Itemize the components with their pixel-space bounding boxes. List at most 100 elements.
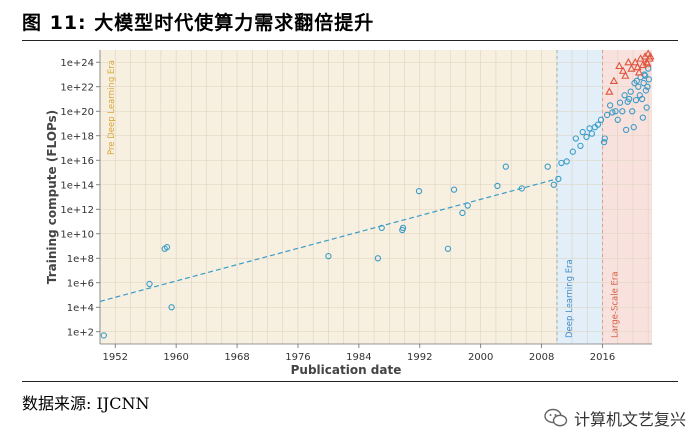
data-point — [459, 209, 466, 217]
data-point-triangle — [634, 68, 644, 76]
data-point — [614, 116, 621, 123]
data-point-triangle — [643, 59, 652, 67]
data-point — [569, 148, 576, 155]
data-point — [600, 139, 608, 146]
watermark: 计算机文艺复兴 — [544, 406, 686, 430]
trend-line — [99, 178, 557, 302]
data-point — [603, 111, 611, 119]
trend-line-group — [99, 178, 557, 302]
data-point — [609, 109, 616, 116]
y-tick-label: 1e+14 — [60, 180, 94, 191]
data-point — [555, 175, 562, 183]
data-point — [325, 252, 332, 260]
y-tick-label: 1e+12 — [60, 205, 94, 216]
data-point — [502, 163, 509, 170]
x-axis-label: Publication date — [291, 363, 402, 377]
x-tick-label: 1976 — [285, 352, 310, 363]
y-axis-label: Training compute (FLOPs) — [45, 110, 59, 284]
watermark-text: 计算机文艺复兴 — [573, 410, 686, 429]
footer-divider — [22, 381, 678, 382]
data-point — [444, 245, 452, 252]
data-point — [627, 88, 634, 95]
y-tick-label: 1e+2 — [67, 327, 94, 338]
data-point — [643, 104, 650, 111]
x-tick-label: 2000 — [468, 352, 493, 363]
data-point — [635, 83, 642, 90]
era-bands: Pre Deep Learning Era Deep Learning Era La… — [100, 50, 652, 344]
data-point — [619, 108, 626, 115]
figure-title: 图 11: 大模型时代使算力需求翻倍提升 — [22, 12, 375, 34]
data-point — [563, 158, 570, 165]
data-point — [621, 92, 628, 99]
data-point-triangle — [605, 87, 614, 95]
data-point — [626, 95, 633, 103]
data-point — [572, 135, 580, 142]
data-point — [415, 188, 423, 195]
data-point — [163, 244, 171, 251]
y-tick-label: 1e+10 — [60, 229, 94, 240]
title-divider — [22, 40, 678, 41]
era-label: Deep Learning Era — [565, 259, 575, 338]
data-point — [597, 116, 605, 123]
y-tick-label: 1e+20 — [60, 107, 94, 118]
data-point-triangle — [615, 61, 624, 70]
data-point-triangle — [624, 57, 633, 66]
axis-labels: Publication date Training compute (FLOPs) — [45, 110, 401, 377]
data-point — [579, 128, 586, 136]
data-point — [612, 108, 619, 115]
data-point — [577, 142, 584, 149]
x-tick-label: 1984 — [346, 352, 371, 363]
x-tick-label: 1968 — [224, 352, 249, 363]
era-label: Large-Scale Era — [611, 271, 621, 338]
data-point-triangle — [633, 62, 642, 71]
data-point — [616, 99, 624, 106]
data-point — [583, 133, 590, 141]
x-tick-label: 1992 — [407, 352, 432, 363]
data-points — [100, 49, 655, 339]
data-point — [168, 304, 175, 311]
data-point — [518, 185, 525, 192]
data-point — [622, 126, 630, 134]
data-point — [606, 102, 614, 109]
data-source: 数据来源: IJCNN — [22, 394, 150, 413]
data-point — [494, 182, 501, 190]
data-point — [629, 108, 636, 115]
x-tick-label: 1952 — [103, 352, 128, 363]
data-point — [645, 76, 653, 83]
data-point — [644, 83, 651, 90]
x-tick-label: 2008 — [529, 352, 554, 363]
y-tick-label: 1e+18 — [60, 131, 94, 142]
data-point-triangle — [646, 52, 655, 60]
wechat-icon — [544, 408, 568, 427]
data-point — [638, 95, 646, 103]
data-point — [633, 77, 640, 85]
data-point — [399, 224, 407, 232]
data-point — [374, 255, 382, 262]
x-tick-label: 1960 — [163, 352, 188, 363]
y-tick-label: 1e+24 — [60, 58, 94, 69]
y-tick-label: 1e+22 — [60, 82, 94, 93]
x-tick-label: 2016 — [590, 352, 615, 363]
y-tick-label: 1e+16 — [60, 156, 94, 167]
data-point — [594, 121, 602, 128]
y-tick-label: 1e+8 — [67, 254, 94, 265]
data-point — [450, 186, 458, 193]
data-point — [630, 124, 637, 131]
data-point — [588, 130, 596, 137]
y-tick-label: 1e+6 — [67, 278, 94, 289]
data-point — [146, 280, 153, 288]
era-label: Pre Deep Learning Era — [107, 60, 117, 155]
compute-scatter-chart: Pre Deep Learning Era Deep Learning Era La… — [45, 49, 655, 377]
grid-lines — [99, 50, 652, 344]
axes: 1e+2 1e+4 1e+6 1e+8 1e+10 1e+12 1e+14 1e+16 1e+1… — [60, 50, 652, 363]
data-point-triangle — [609, 76, 619, 85]
data-point — [378, 224, 385, 232]
data-point-triangle — [621, 71, 630, 79]
data-point — [100, 332, 107, 339]
data-point — [640, 79, 647, 87]
data-point — [639, 114, 647, 121]
data-point-triangle — [631, 57, 640, 66]
era-band — [556, 50, 603, 344]
y-tick-label: 1e+4 — [67, 303, 94, 314]
data-point-triangle — [618, 66, 628, 74]
